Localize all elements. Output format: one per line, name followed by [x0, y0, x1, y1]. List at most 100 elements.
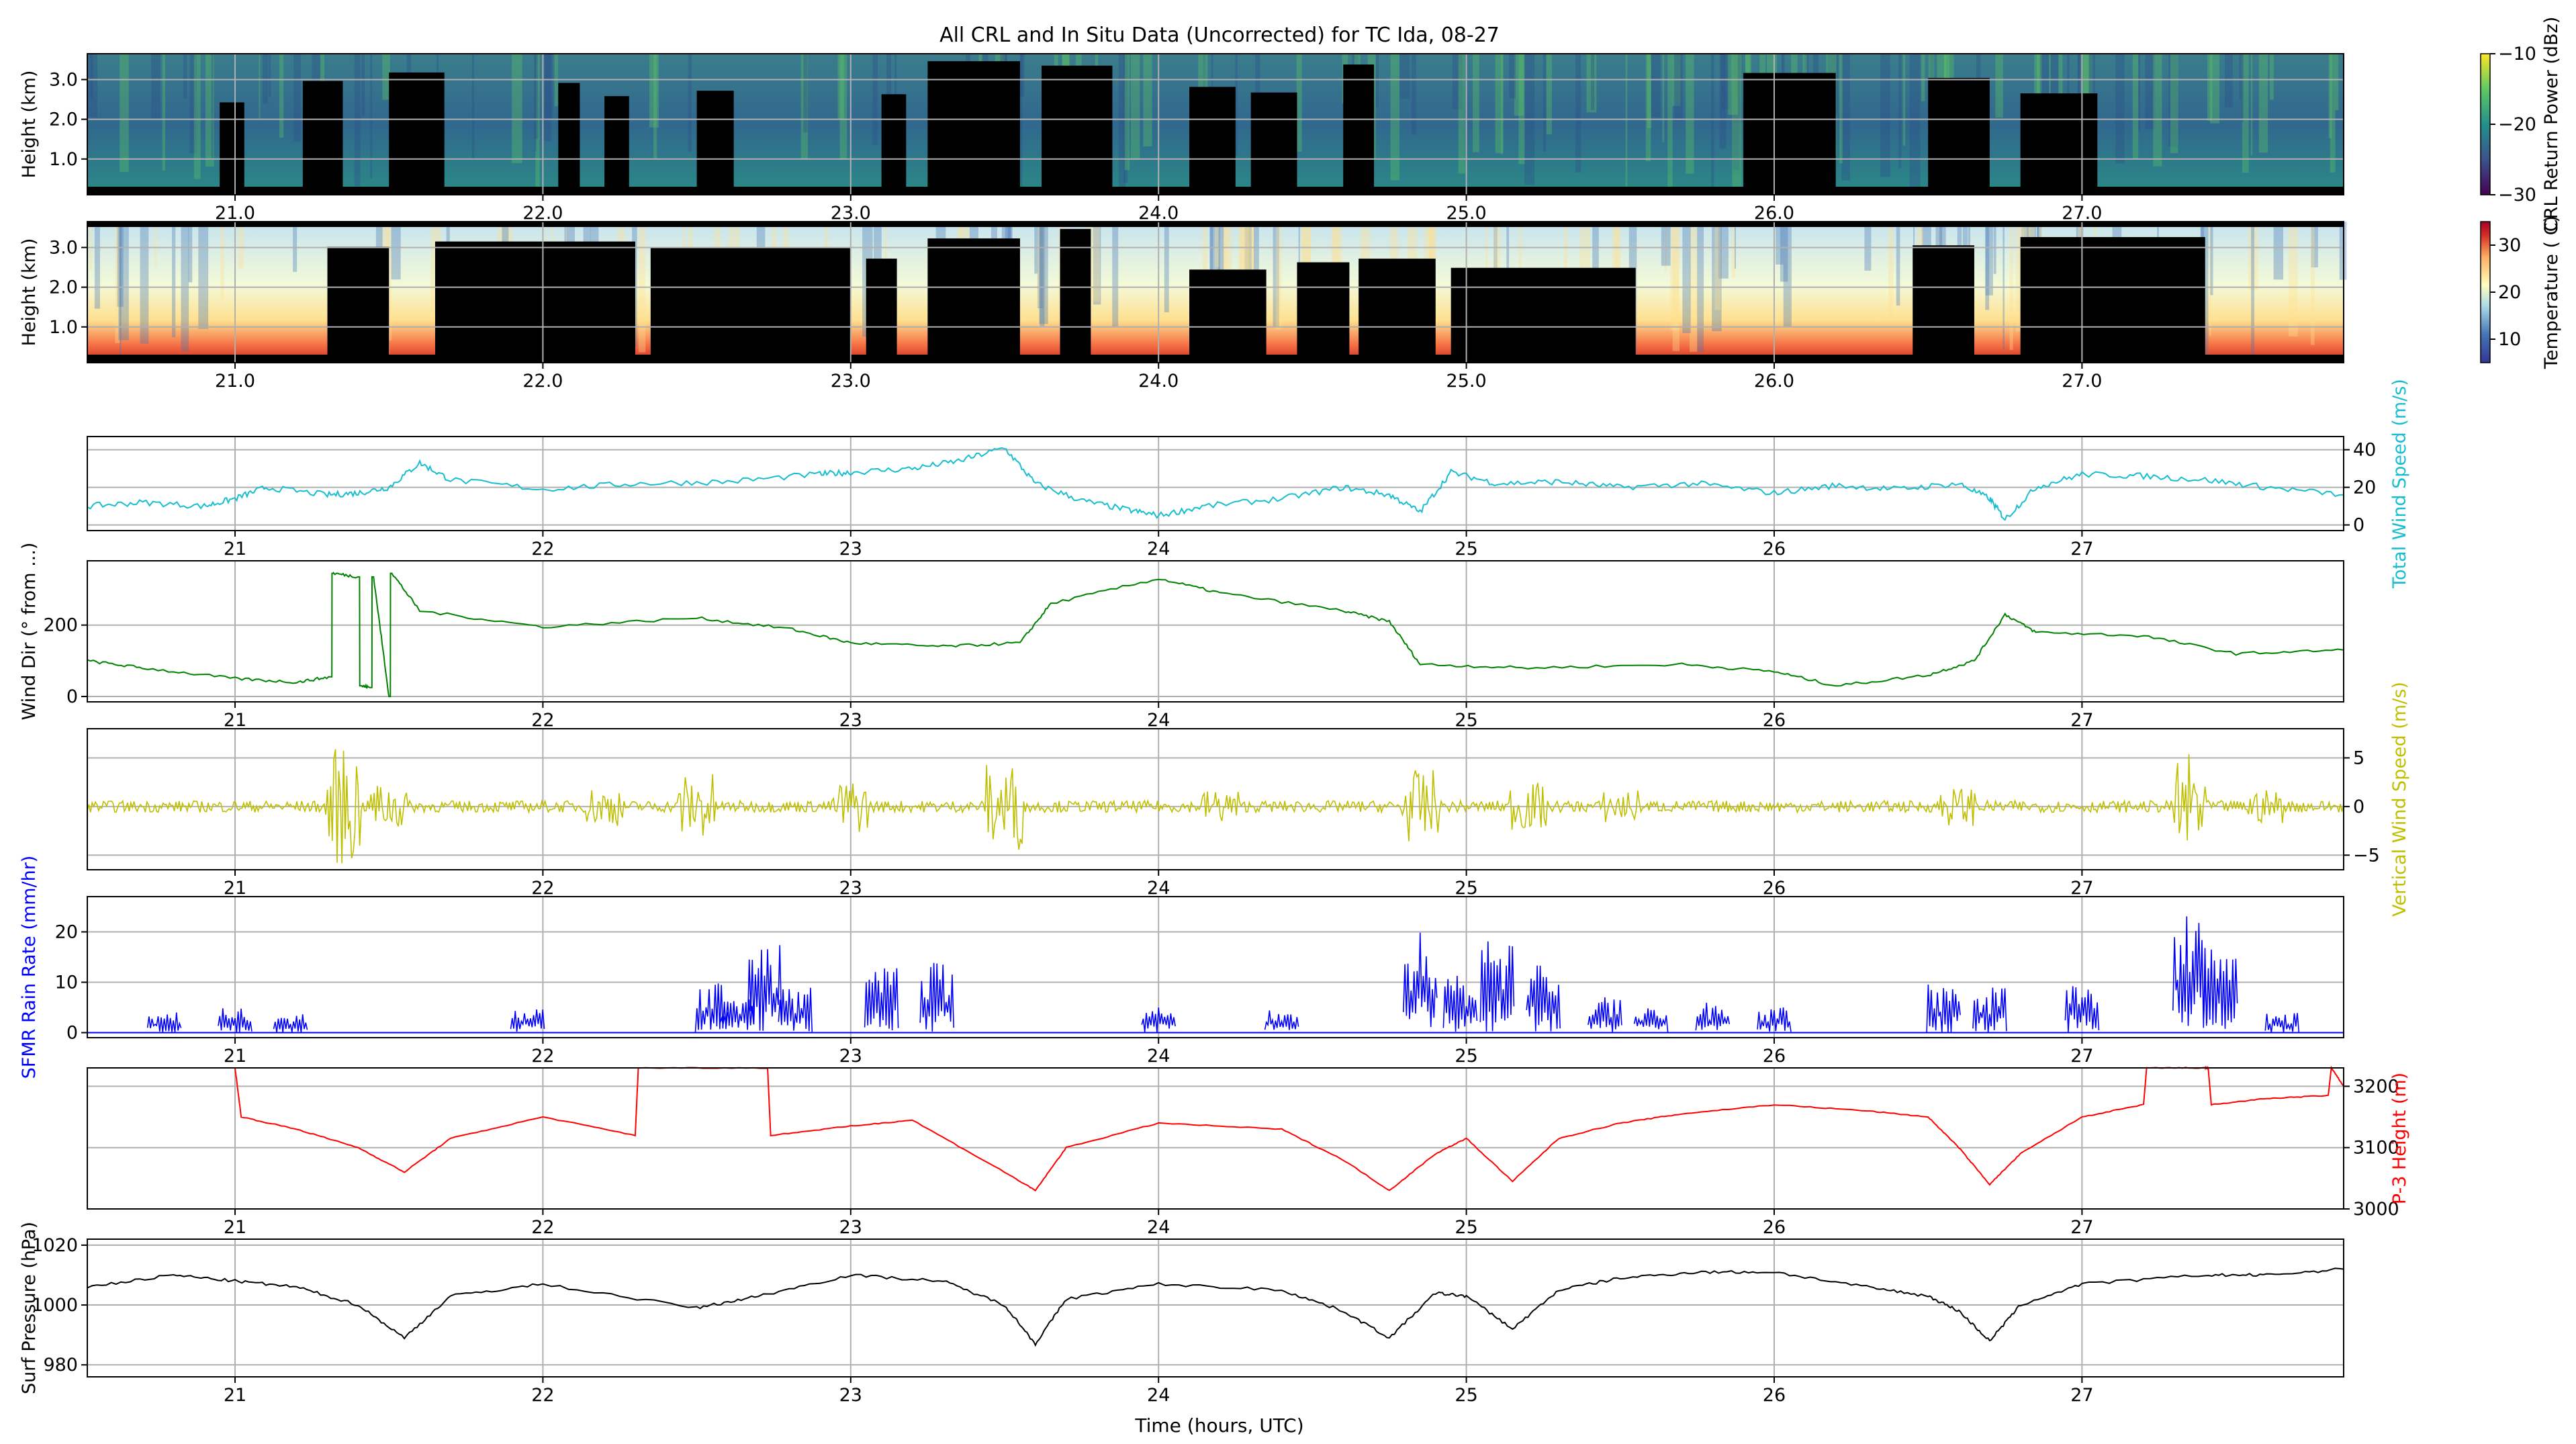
heatmap-streak	[1485, 222, 1488, 311]
x-tick-label: 21	[224, 1385, 246, 1406]
y-tick-label: 10	[55, 973, 78, 993]
masked-region	[302, 81, 343, 195]
rain-event	[1695, 1002, 1731, 1031]
rain-event	[1264, 1010, 1299, 1030]
heatmap-streak	[1143, 54, 1152, 147]
colorbar-tick-label: −20	[2498, 114, 2536, 135]
x-tick-label: 23.0	[831, 203, 871, 224]
heatmap-streak	[1089, 222, 1100, 302]
heatmap-streak	[1123, 54, 1128, 183]
masked-region	[1359, 259, 1436, 363]
x-tick-label: 24.0	[1138, 371, 1179, 392]
rain-event	[2064, 986, 2100, 1032]
heatmap-streak	[1473, 54, 1479, 152]
heatmap-streak	[1651, 54, 1661, 118]
x-tick-label: 26	[1763, 710, 1786, 731]
masked-region	[1743, 73, 1836, 195]
heatmap-streak	[1686, 54, 1694, 174]
heatmap-streak	[1458, 54, 1465, 174]
x-tick-label: 23	[839, 539, 862, 559]
masked-region	[696, 91, 734, 195]
x-tick-label: 26.0	[1754, 371, 1794, 392]
heatmap-streak	[1734, 222, 1736, 269]
masked-region	[558, 83, 580, 195]
heatmap-streak	[220, 222, 224, 300]
heatmap-streak	[370, 54, 373, 179]
panel-rain-rate: 21 22 23 24 25 26 27 0 10 20 SFMR Rain Rate (mm/hr…	[19, 856, 2344, 1079]
heatmap-streak	[688, 54, 692, 152]
masked-region	[927, 238, 1020, 363]
heatmap-streak	[1235, 54, 1238, 156]
y-tick-label: 1000	[32, 1295, 78, 1316]
heatmap-streak	[653, 54, 657, 159]
rain-event	[1141, 1007, 1176, 1033]
heatmap-streak	[1579, 222, 1590, 277]
masked-region	[389, 72, 445, 195]
heatmap-streak	[543, 54, 551, 142]
masked-region	[1913, 245, 1974, 363]
heatmap-streak	[117, 222, 124, 307]
heatmap-streak	[263, 54, 268, 104]
heatmap-streak	[1783, 222, 1792, 328]
y-tick-label: 20	[2353, 478, 2376, 498]
x-tick-label: 26	[1763, 1217, 1786, 1238]
masked-region	[1060, 228, 1091, 363]
rain-event	[218, 1008, 252, 1033]
colorbar-tick-label: −10	[2498, 44, 2536, 64]
heatmap-streak	[1040, 222, 1045, 326]
heatmap-streak	[535, 54, 540, 195]
heatmap-streak	[2242, 54, 2249, 173]
heatmap-streak	[1275, 222, 1282, 330]
rain-event	[2172, 916, 2207, 1028]
masked-region	[1189, 87, 1236, 195]
heatmap-streak	[1672, 222, 1680, 351]
rain-event	[510, 1009, 545, 1032]
y-tick-label: −5	[2353, 845, 2380, 866]
heatmap-streak	[1214, 222, 1220, 267]
masked-region	[1189, 269, 1267, 363]
heatmap-streak	[382, 54, 390, 100]
heatmap-streak	[2009, 222, 2013, 351]
heatmap-streak	[1880, 54, 1890, 177]
heatmap-streak	[1728, 54, 1738, 115]
x-tick-label: 23	[839, 1385, 862, 1406]
heatmap-streak	[188, 222, 193, 283]
heatmap-streak	[2153, 54, 2162, 167]
heatmap-streak	[89, 222, 93, 270]
heatmap-streak	[1661, 222, 1671, 266]
x-tick-label: 27	[2070, 1046, 2093, 1067]
heatmap-streak	[2330, 54, 2336, 173]
y-axis-label: Wind Dir (° from ...)	[19, 543, 40, 721]
x-tick-label: 25.0	[1446, 203, 1487, 224]
heatmap-streak	[2115, 54, 2125, 164]
heatmap-streak	[140, 222, 149, 344]
heatmap-streak	[2250, 54, 2253, 156]
heatmap-streak	[279, 54, 284, 138]
heatmap-streak	[1037, 222, 1044, 308]
x-tick-label: 22.0	[522, 371, 563, 392]
panel-crl-power: 21.0 22.0 23.0 24.0 25.0 26.0 27.0 1.0 2.0 3.0 Hei…	[19, 17, 2562, 232]
heatmap-streak	[2242, 54, 2244, 122]
heatmap-streak	[884, 222, 887, 288]
masked-region	[604, 96, 629, 195]
heatmap-streak	[2132, 54, 2139, 159]
heatmap-streak	[1248, 222, 1254, 279]
heatmap-streak	[1493, 222, 1498, 299]
rain-event	[864, 968, 899, 1031]
heatmap-streak	[2225, 54, 2233, 108]
heatmap-streak	[1518, 222, 1522, 304]
heatmap-streak	[1390, 54, 1399, 181]
heatmap-streak	[1037, 222, 1046, 308]
y-tick-label: 1.0	[49, 317, 78, 338]
panel-frame	[87, 728, 2344, 870]
masked-region	[327, 246, 389, 363]
colorbar: 10 20 30 Temperature ( C)	[2480, 216, 2562, 369]
top-band	[87, 222, 2344, 227]
heatmap-streak	[512, 54, 522, 163]
colorbar-label: Temperature ( C)	[2541, 216, 2562, 369]
heatmap-streak	[1399, 54, 1410, 99]
heatmap-streak	[1645, 54, 1651, 161]
heatmap-streak	[2207, 54, 2213, 121]
x-tick-label: 22.0	[522, 203, 563, 224]
heatmap-streak	[872, 54, 878, 145]
